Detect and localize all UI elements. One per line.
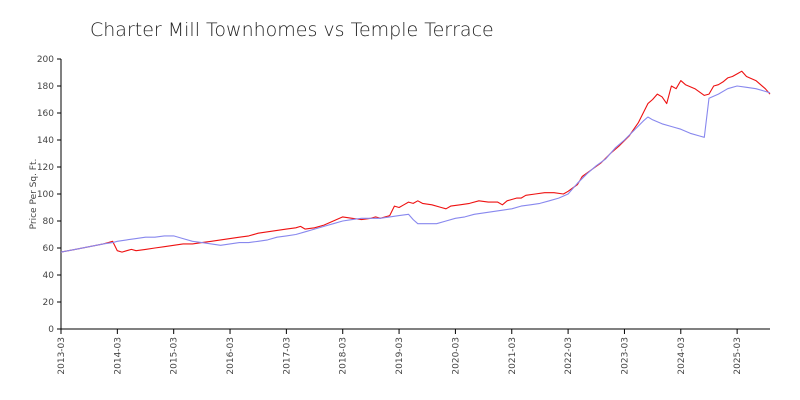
x-tick-label: 2024-03 xyxy=(677,337,687,375)
y-tick-label: 60 xyxy=(43,244,55,254)
y-tick-label: 140 xyxy=(37,136,54,146)
y-tick-label: 0 xyxy=(48,325,54,335)
y-tick-label: 180 xyxy=(37,82,54,92)
y-tick-label: 80 xyxy=(43,217,55,227)
y-tick-label: 20 xyxy=(43,298,55,308)
x-tick-label: 2025-03 xyxy=(733,337,743,375)
x-tick-label: 2017-03 xyxy=(282,337,292,375)
x-tick-label: 2015-03 xyxy=(170,337,180,375)
y-tick-label: 200 xyxy=(37,55,54,65)
x-tick-label: 2018-03 xyxy=(339,337,349,375)
x-tick-label: 2014-03 xyxy=(113,337,123,375)
x-tick-label: 2021-03 xyxy=(508,337,518,375)
y-tick-label: 160 xyxy=(37,109,54,119)
y-axis-label: Price Per Sq. Ft. xyxy=(29,159,39,230)
x-tick-label: 2023-03 xyxy=(620,337,630,375)
y-tick-label: 120 xyxy=(37,163,54,173)
x-tick-label: 2013-03 xyxy=(57,337,67,375)
plot-area: 0 20 40 60 80 100 120 140 160 180 200 2013-03 2014-0… xyxy=(37,55,771,375)
series-line-1 xyxy=(60,70,771,253)
chart-title: Charter Mill Townhomes vs Temple Terrace xyxy=(90,19,494,41)
y-tick-label: 100 xyxy=(37,190,54,200)
x-tick-label: 2016-03 xyxy=(226,337,236,375)
x-tick-label: 2022-03 xyxy=(564,337,574,375)
series-line-2 xyxy=(60,85,771,253)
y-tick-label: 40 xyxy=(43,271,55,281)
x-tick-label: 2020-03 xyxy=(451,337,461,375)
x-tick-label: 2019-03 xyxy=(395,337,405,375)
